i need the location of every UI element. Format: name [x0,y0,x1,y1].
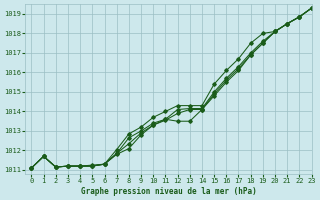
X-axis label: Graphe pression niveau de la mer (hPa): Graphe pression niveau de la mer (hPa) [81,187,256,196]
